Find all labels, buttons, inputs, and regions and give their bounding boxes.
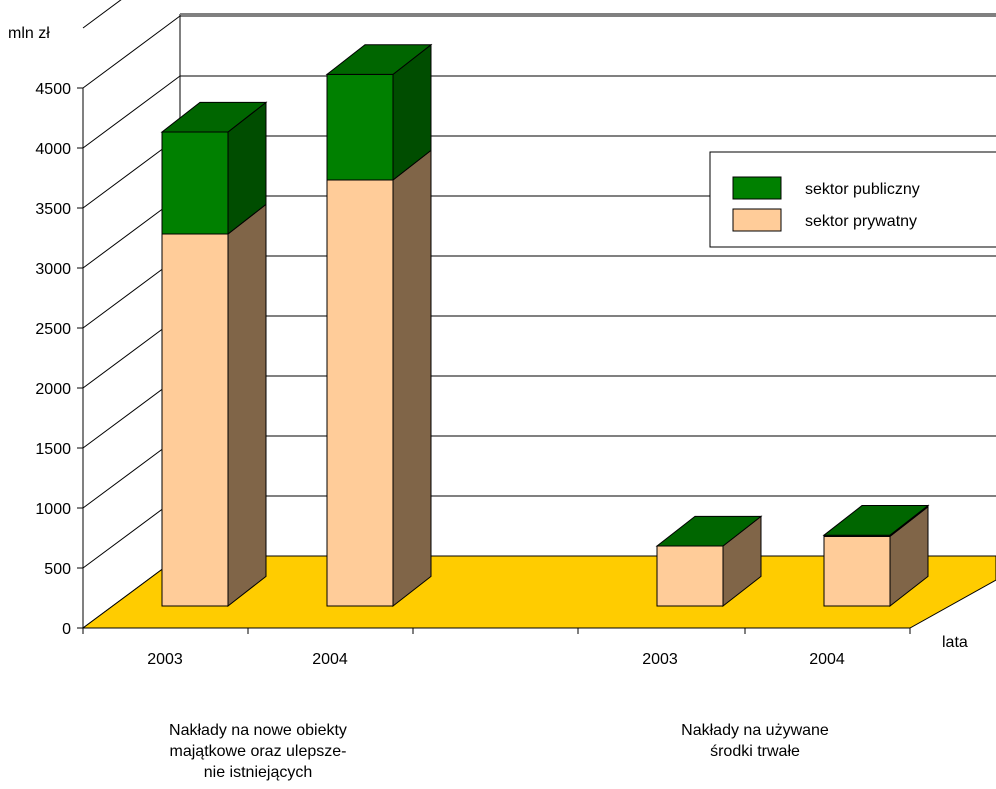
y-tick-label: 4500 <box>35 81 71 98</box>
chart-walls <box>179 13 996 556</box>
y-tick-label: 4000 <box>35 141 71 158</box>
bar-segment <box>823 535 891 607</box>
y-tick-label: 3000 <box>35 261 71 278</box>
y-tick-label: 1000 <box>35 501 71 518</box>
x-tick-label: 2003 <box>642 651 678 668</box>
legend-label-sektor-prywatny: sektor prywatny <box>805 213 917 230</box>
axes: 0 500 1000 1500 2000 2500 3000 3500 4000 4500 2003… <box>35 81 911 781</box>
bar-segment <box>161 131 229 235</box>
gridline-side <box>82 0 122 29</box>
bar-segment <box>326 73 394 181</box>
bars <box>160 43 930 608</box>
y-tick-label: 3500 <box>35 201 71 218</box>
bar-side <box>392 149 432 608</box>
y-tick-label: 0 <box>62 621 71 638</box>
bar-segment <box>326 179 394 607</box>
y-tick-label: 1500 <box>35 441 71 458</box>
x-tick-label: 2004 <box>809 651 845 668</box>
group-label: środki trwałe <box>710 743 800 760</box>
y-tick-label: 2000 <box>35 381 71 398</box>
gridline-side <box>82 75 181 149</box>
legend: sektor publiczny sektor prywatny <box>709 151 996 248</box>
legend-label-sektor-publiczny: sektor publiczny <box>805 181 920 198</box>
bar-top <box>822 505 930 536</box>
gridline-side <box>82 15 181 89</box>
group-label: majątkowe oraz ulepsze- <box>170 743 347 760</box>
bar-segment <box>656 545 724 607</box>
x-tick-label: 2003 <box>147 651 183 668</box>
legend-swatch-sektor-prywatny <box>732 208 782 232</box>
group-label: Nakłady na nowe obiekty <box>169 722 347 739</box>
y-axis-label: mln zł <box>8 25 50 42</box>
group-label: Nakłady na używane <box>681 722 829 739</box>
y-tick-label: 2500 <box>35 321 71 338</box>
x-axis-label: lata <box>942 634 968 651</box>
bar-top <box>655 515 763 547</box>
y-tick-label: 500 <box>44 561 71 578</box>
group-label: nie istniejących <box>204 764 313 781</box>
legend-swatch-sektor-publiczny <box>732 176 782 200</box>
bar-top <box>325 44 433 75</box>
bar-segment <box>161 233 229 607</box>
bar-side <box>227 203 267 608</box>
bar-top <box>160 101 268 133</box>
x-tick-label: 2004 <box>312 651 348 668</box>
